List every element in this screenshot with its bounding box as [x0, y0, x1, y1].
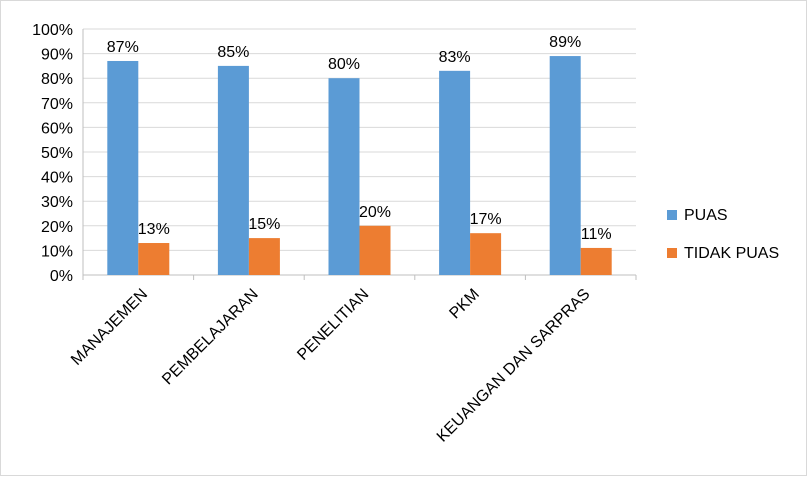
data-label: 11% — [581, 226, 612, 243]
legend: PUAS TIDAK PUAS — [667, 207, 779, 262]
bar-puas-keuangan-dan-sarpras — [549, 56, 581, 276]
data-label: 87% — [107, 39, 139, 56]
y-tick-label: 90% — [41, 47, 73, 64]
data-label: 13% — [138, 221, 170, 238]
data-label: 83% — [439, 49, 471, 66]
data-label: 17% — [470, 211, 502, 228]
x-category-label: MANAJEMEN — [68, 286, 151, 369]
bars: 87% 13% 85% 15% 80% 20% 83% 17% 89% 11% — [107, 34, 612, 276]
y-tick-label: 50% — [41, 145, 73, 162]
bar-tidak-puas-penelitian — [359, 225, 391, 275]
legend-swatch — [667, 210, 677, 220]
y-tick-label: 30% — [41, 194, 73, 211]
bar-puas-manajemen — [107, 60, 139, 276]
y-tick-label: 60% — [41, 120, 73, 137]
data-label: 89% — [549, 34, 581, 51]
y-tick-label: 0% — [50, 268, 73, 285]
x-category-label: PENELITIAN — [294, 286, 372, 364]
bar-puas-pembelajaran — [217, 65, 249, 276]
y-tick-label: 70% — [41, 96, 73, 113]
legend-label: TIDAK PUAS — [684, 245, 779, 262]
bar-puas-pkm — [439, 70, 471, 275]
legend-swatch — [667, 248, 677, 258]
data-label: 85% — [217, 44, 249, 61]
bar-tidak-puas-manajemen — [138, 243, 170, 275]
data-label: 20% — [359, 204, 391, 221]
bar-tidak-puas-keuangan-dan-sarpras — [580, 247, 612, 275]
x-category-label: PEMBELAJARAN — [159, 286, 262, 389]
y-tick-label: 40% — [41, 170, 73, 187]
bar-tidak-puas-pkm — [470, 233, 502, 275]
y-tick-label: 100% — [32, 22, 73, 39]
bar-puas-penelitian — [328, 78, 360, 275]
x-category-label: PKM — [446, 286, 483, 323]
data-label: 15% — [248, 216, 280, 233]
y-tick-label: 20% — [41, 219, 73, 236]
x-axis: MANAJEMEN PEMBELAJARAN PENELITIAN PKMKEUANG… — [68, 275, 637, 446]
y-tick-label: 10% — [41, 243, 73, 260]
y-tick-label: 80% — [41, 71, 73, 88]
data-label: 80% — [328, 56, 360, 73]
legend-label: PUAS — [684, 207, 728, 224]
bar-tidak-puas-pembelajaran — [248, 238, 280, 275]
